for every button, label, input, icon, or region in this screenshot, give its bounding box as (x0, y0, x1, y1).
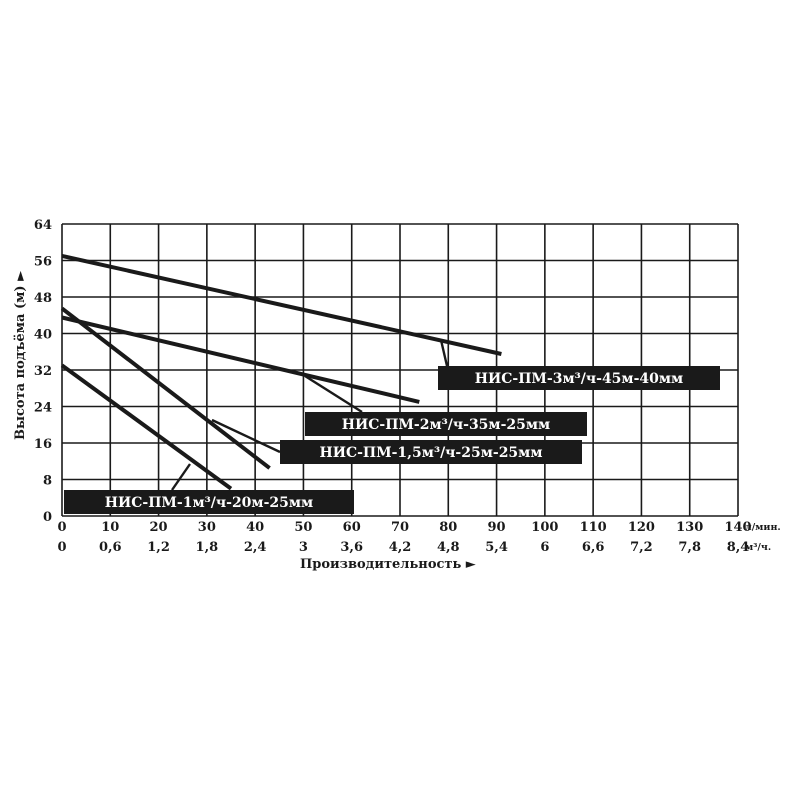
series-label-text: НИС-ПМ-1,5м³/ч-25м-25мм (319, 445, 542, 461)
y-tick-label: 48 (34, 291, 52, 306)
x-axis-title: Производительность ► (300, 557, 476, 572)
y-axis-title: Высота подъёма (м) ► (13, 271, 28, 440)
x-tick-label: 20 (150, 520, 168, 535)
x2-axis-unit: м³/ч. (745, 542, 771, 553)
x-tick-label: 10 (101, 520, 119, 535)
x-tick-label: 60 (343, 520, 361, 535)
chart-curves (60, 253, 502, 491)
x-tick-label: 50 (294, 520, 312, 535)
x2-tick-label: 4,2 (389, 540, 412, 555)
x2-tick-label: 5,4 (485, 540, 508, 555)
x-tick-label: 130 (676, 520, 703, 535)
x2-tick-label: 8,4 (727, 540, 750, 555)
series-label-text: НИС-ПМ-2м³/ч-35м-25мм (342, 417, 550, 433)
series-labels: НИС-ПМ-3м³/ч-45м-40мм НИС-ПМ-2м³/ч-35м-25… (64, 339, 720, 514)
y-tick-label: 0 (43, 510, 52, 525)
x2-tick-label: 2,4 (244, 540, 267, 555)
x-tick-label: 40 (246, 520, 264, 535)
y-tick-label: 56 (34, 255, 52, 270)
x-axis-unit: л/мин. (745, 522, 781, 533)
x-tick-label: 90 (488, 520, 506, 535)
series-label-leader (304, 374, 363, 414)
x-tick-label: 30 (198, 520, 216, 535)
x-tick-label: 100 (531, 520, 558, 535)
series-line-1 (61, 253, 502, 356)
x2-tick-label: 6 (540, 540, 549, 555)
series-label-box (280, 440, 582, 464)
series-line-2 (61, 315, 420, 404)
x2-tick-label: 0 (57, 540, 66, 555)
x-tick-label: 70 (391, 520, 409, 535)
x2-tick-label: 3 (299, 540, 308, 555)
series-label-box (305, 412, 587, 436)
x2-tick-label: 3,6 (340, 540, 363, 555)
series-label-leader (171, 463, 191, 491)
y-tick-label: 64 (34, 218, 52, 233)
series-line-4 (60, 363, 233, 491)
x2-tick-label: 7,2 (630, 540, 653, 555)
x2-tick-label: 1,8 (196, 540, 219, 555)
x2-tick-label: 1,2 (147, 540, 170, 555)
y-tick-label: 24 (34, 401, 52, 416)
x-tick-label: 80 (439, 520, 457, 535)
x2-tick-label: 7,8 (678, 540, 701, 555)
series-label-box (64, 490, 354, 514)
y-tick-label: 16 (34, 437, 52, 452)
series-line-3 (60, 306, 271, 470)
series-label-text: НИС-ПМ-3м³/ч-45м-40мм (475, 371, 683, 387)
x-tick-label: 0 (57, 520, 66, 535)
y-tick-label: 40 (34, 328, 52, 343)
series-label-leader (439, 339, 449, 367)
y-tick-label: 32 (34, 364, 52, 379)
x2-tick-label: 0,6 (99, 540, 122, 555)
x-tick-label: 140 (724, 520, 751, 535)
series-label-text: НИС-ПМ-1м³/ч-20м-25мм (105, 495, 313, 511)
x-tick-label: 120 (628, 520, 655, 535)
x-tick-label: 110 (580, 520, 607, 535)
y-tick-label: 8 (43, 474, 52, 489)
x2-tick-label: 4,8 (437, 540, 460, 555)
series-label-box (438, 366, 720, 390)
x2-tick-label: 6,6 (582, 540, 605, 555)
series-label-leader (211, 418, 281, 454)
